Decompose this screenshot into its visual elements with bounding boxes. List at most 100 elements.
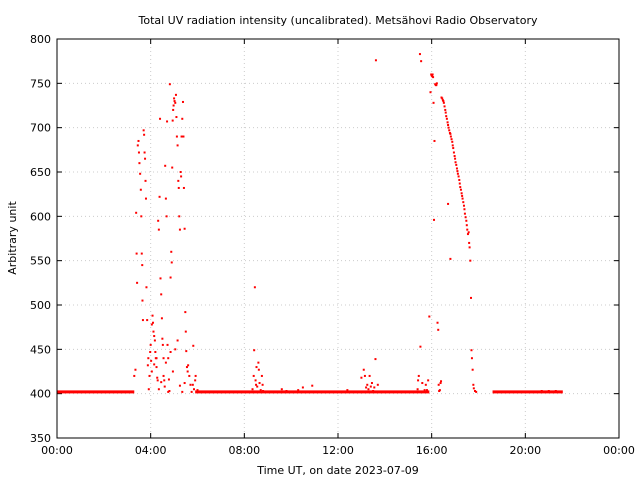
data-point: [149, 350, 152, 353]
data-point: [297, 389, 300, 392]
data-point: [255, 366, 258, 369]
baseline-points: [195, 390, 430, 394]
data-point: [162, 374, 165, 377]
data-point: [254, 379, 257, 382]
data-point: [462, 204, 465, 207]
data-point: [437, 383, 440, 386]
data-point: [444, 111, 447, 114]
y-tick-label: 700: [30, 122, 51, 135]
data-point: [470, 357, 473, 360]
data-point: [421, 382, 424, 385]
data-point: [257, 368, 260, 371]
y-tick-label: 600: [30, 210, 51, 223]
x-ticks: 00:00 04:00 08:00 12:00 16:00 20:00 00:00: [41, 39, 635, 457]
data-point: [461, 197, 464, 200]
data-point: [465, 219, 468, 222]
data-point: [163, 379, 166, 382]
data-point: [148, 374, 151, 377]
data-point: [172, 108, 175, 111]
data-point: [455, 163, 458, 166]
x-tick-label: 00:00: [603, 444, 635, 457]
data-point: [468, 246, 471, 249]
data-point: [167, 357, 170, 360]
data-point: [311, 384, 314, 387]
data-point: [423, 389, 426, 392]
x-tick-label: 08:00: [228, 444, 260, 457]
data-point: [447, 202, 450, 205]
data-point: [433, 218, 436, 221]
data-point: [173, 100, 176, 103]
data-point: [166, 343, 169, 346]
data-point: [301, 386, 304, 389]
data-point: [182, 135, 185, 138]
y-ticks: 350 400 450 500 550 600 650 700 750 800: [30, 33, 619, 445]
data-point: [472, 387, 475, 390]
data-point: [262, 390, 265, 393]
data-point: [157, 219, 160, 222]
data-point: [184, 311, 187, 314]
data-point: [443, 105, 446, 108]
data-point: [188, 374, 191, 377]
data-point: [161, 337, 164, 340]
data-point: [285, 390, 288, 393]
data-point: [442, 101, 445, 104]
data-point: [420, 60, 423, 63]
data-point: [450, 138, 453, 141]
data-point: [428, 315, 431, 318]
data-point: [154, 350, 157, 353]
data-point: [176, 339, 179, 342]
data-point: [152, 330, 155, 333]
data-point: [178, 215, 181, 218]
y-tick-label: 800: [30, 33, 51, 46]
data-point: [459, 186, 462, 189]
data-point: [463, 212, 466, 215]
data-point: [146, 364, 149, 367]
data-point: [458, 178, 461, 181]
data-point: [134, 368, 137, 371]
data-point: [144, 157, 147, 160]
data-point: [171, 166, 174, 169]
data-point: [149, 343, 152, 346]
data-point: [253, 349, 256, 352]
data-point: [431, 73, 434, 76]
data-point: [427, 379, 430, 382]
data-point: [448, 129, 451, 132]
data-point: [540, 390, 543, 393]
data-point: [437, 328, 440, 331]
y-tick-label: 650: [30, 166, 51, 179]
data-point: [457, 175, 460, 178]
data-point: [170, 250, 173, 253]
data-point: [440, 380, 443, 383]
data-point: [139, 172, 142, 175]
grid: [56, 38, 620, 439]
data-point: [150, 323, 153, 326]
y-tick-label: 500: [30, 299, 51, 312]
data-point: [280, 388, 283, 391]
data-point: [175, 116, 178, 119]
data-point: [165, 215, 168, 218]
baseline-points: [57, 390, 135, 394]
data-point: [136, 144, 139, 147]
data-point: [155, 357, 158, 360]
data-point: [169, 350, 172, 353]
data-point: [160, 381, 163, 384]
data-point: [260, 374, 263, 377]
data-point: [166, 120, 169, 123]
data-point: [168, 83, 171, 86]
data-point: [460, 192, 463, 195]
data-point: [157, 228, 160, 231]
data-point: [447, 124, 450, 127]
data-point: [178, 228, 181, 231]
data-point: [449, 135, 452, 138]
data-point: [258, 382, 261, 385]
data-point: [171, 370, 174, 373]
data-point: [147, 357, 150, 360]
data-point: [466, 228, 469, 231]
data-point: [173, 97, 176, 100]
data-point: [445, 115, 448, 118]
data-point: [459, 188, 462, 191]
data-point: [547, 390, 550, 393]
data-point: [467, 231, 470, 234]
x-axis-label: Time UT, on date 2023-07-09: [256, 464, 419, 477]
data-point: [169, 276, 172, 279]
